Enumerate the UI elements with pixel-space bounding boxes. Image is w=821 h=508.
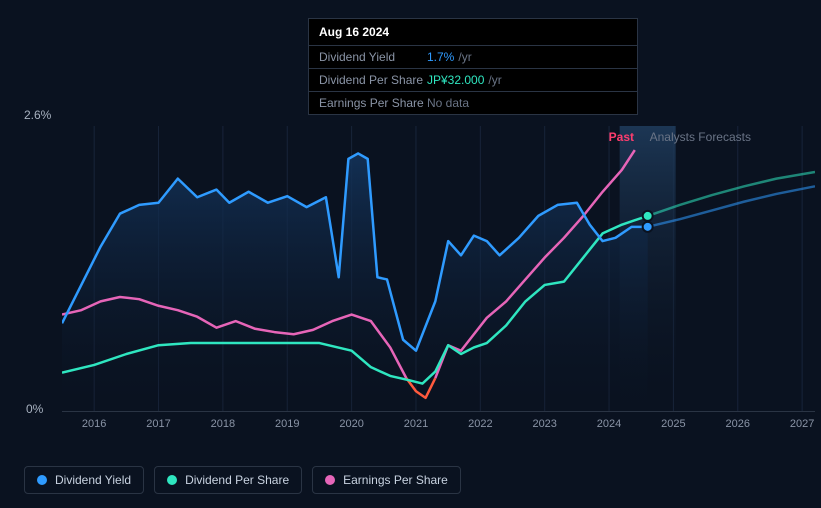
tooltip-row: Dividend Per Share JP¥32.000 /yr (309, 69, 637, 92)
tooltip-value: No data (427, 96, 469, 110)
legend-label: Earnings Per Share (343, 473, 448, 487)
x-tick: 2019 (275, 418, 299, 430)
forecast-region-label: Analysts Forecasts (650, 130, 751, 144)
tooltip-suffix: /yr (488, 73, 501, 87)
x-axis: 2016 2017 2018 2019 2020 2021 2022 2023 2024 2025… (62, 418, 815, 440)
legend-dot-icon (167, 475, 177, 485)
chart: 2.6% 0% Past Analysts Forecasts 2016 2017… (24, 108, 815, 440)
y-axis-max: 2.6% (24, 108, 51, 122)
legend-item-dividend-per-share[interactable]: Dividend Per Share (154, 466, 302, 494)
x-tick: 2016 (82, 418, 106, 430)
tooltip-value: 1.7% (427, 50, 454, 64)
plot-area[interactable] (62, 126, 815, 412)
tooltip-row: Dividend Yield 1.7% /yr (309, 46, 637, 69)
tooltip-label: Dividend Per Share (319, 73, 427, 87)
x-tick: 2025 (661, 418, 685, 430)
tooltip-label: Dividend Yield (319, 50, 427, 64)
x-tick: 2024 (597, 418, 621, 430)
past-region-label: Past (609, 130, 634, 144)
hover-tooltip: Aug 16 2024 Dividend Yield 1.7% /yr Divi… (308, 18, 638, 115)
legend-dot-icon (325, 475, 335, 485)
legend-label: Dividend Per Share (185, 473, 289, 487)
legend: Dividend Yield Dividend Per Share Earnin… (24, 466, 461, 494)
tooltip-date: Aug 16 2024 (309, 19, 637, 46)
x-tick: 2023 (532, 418, 556, 430)
x-tick: 2017 (146, 418, 170, 430)
x-tick: 2021 (404, 418, 428, 430)
legend-item-dividend-yield[interactable]: Dividend Yield (24, 466, 144, 494)
tooltip-value: JP¥32.000 (427, 73, 484, 87)
tooltip-label: Earnings Per Share (319, 96, 427, 110)
x-tick: 2027 (790, 418, 814, 430)
tooltip-suffix: /yr (458, 50, 471, 64)
x-tick: 2020 (339, 418, 363, 430)
legend-dot-icon (37, 475, 47, 485)
legend-label: Dividend Yield (55, 473, 131, 487)
x-tick: 2026 (726, 418, 750, 430)
tooltip-row: Earnings Per Share No data (309, 92, 637, 114)
y-axis-min: 0% (26, 402, 43, 416)
x-tick: 2022 (468, 418, 492, 430)
legend-item-earnings-per-share[interactable]: Earnings Per Share (312, 466, 461, 494)
x-tick: 2018 (211, 418, 235, 430)
